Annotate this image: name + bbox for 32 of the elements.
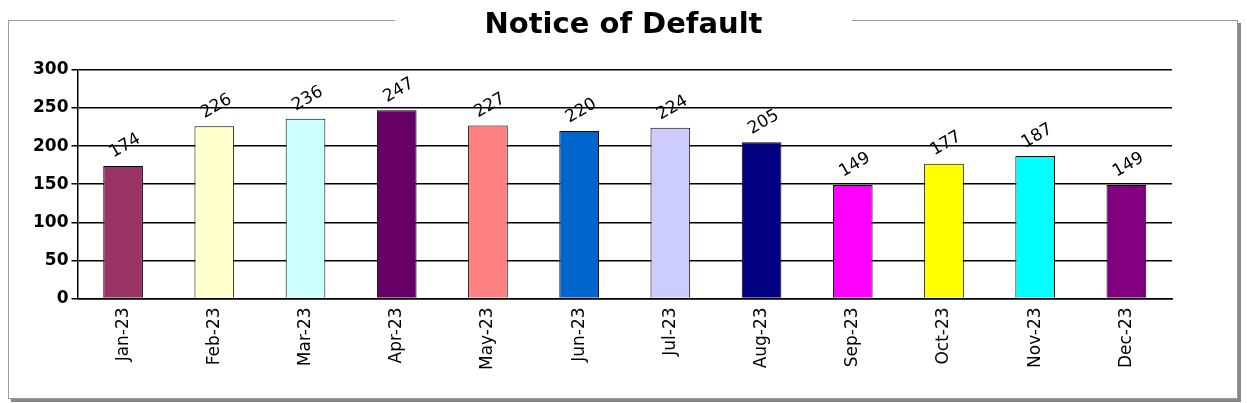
x-tick-label: Oct-23 [932, 307, 953, 365]
y-tick-label: 0 [56, 286, 69, 307]
x-tick-label: Feb-23 [202, 307, 223, 366]
chart-title: Notice of Default [394, 6, 853, 40]
data-label: 236 [287, 80, 326, 115]
data-label: 149 [1108, 146, 1147, 181]
data-label: 177 [926, 125, 965, 160]
data-label: 187 [1017, 117, 1056, 152]
data-label: 205 [743, 104, 782, 138]
y-tick-label: 100 [32, 210, 69, 231]
y-tick-label: 200 [32, 134, 69, 155]
data-label: 247 [378, 72, 417, 106]
y-tick-label: 250 [32, 96, 69, 117]
data-label: 227 [470, 87, 509, 121]
x-tick-label: Aug-23 [749, 307, 770, 369]
x-tick-label: Jun-23 [567, 307, 588, 363]
x-tick-label: Dec-23 [1114, 307, 1135, 369]
data-label: 149 [834, 146, 874, 181]
x-tick-label: Sep-23 [841, 307, 862, 368]
y-tick-label: 150 [32, 172, 69, 193]
x-tick-label: Nov-23 [1023, 307, 1044, 368]
data-label: 174 [105, 127, 144, 162]
x-tick-label: Mar-23 [293, 307, 314, 367]
x-tick-label: Apr-23 [385, 307, 406, 364]
x-tick-label: Jan-23 [111, 307, 132, 363]
y-tick-label: 300 [32, 58, 69, 79]
x-tick-label: Jul-23 [658, 307, 679, 357]
y-tick-label: 50 [44, 248, 69, 269]
x-tick-label: May-23 [476, 307, 497, 371]
data-label: 224 [652, 89, 691, 124]
data-label: 226 [196, 88, 235, 122]
data-label: 220 [561, 92, 600, 127]
